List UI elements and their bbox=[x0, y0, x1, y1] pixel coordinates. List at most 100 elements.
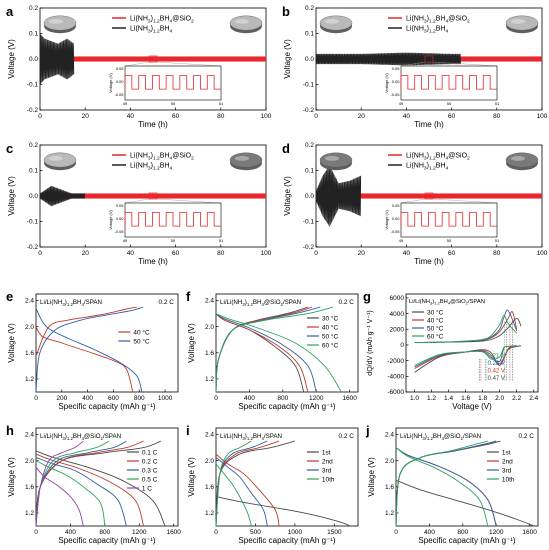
y-axis-label: Voltage (V) bbox=[7, 176, 16, 216]
x-tick-label: 1200 bbox=[132, 529, 147, 536]
zoom-connector bbox=[400, 198, 426, 204]
panel-letter: g bbox=[363, 289, 371, 304]
rate-label: 0.2 C bbox=[518, 433, 534, 440]
y-tick-label: 1.2 bbox=[205, 510, 214, 517]
series-li bbox=[39, 33, 75, 85]
x-tick-label: 800 bbox=[457, 529, 468, 536]
y-tick-label: 0.1 bbox=[305, 168, 314, 175]
x-tick-label: 40 bbox=[403, 250, 411, 257]
x-tick-label: 80 bbox=[493, 250, 501, 257]
x-tick-label: 500 bbox=[250, 529, 261, 536]
series-charge bbox=[215, 440, 252, 527]
x-axis-label: Specific capacity (mAh g⁻¹) bbox=[238, 402, 335, 411]
x-axis-label: Time (h) bbox=[138, 257, 168, 266]
cell-label: Li/Li(NH3)1.2BH4@SiO2/SPAN bbox=[409, 299, 485, 306]
polarization-annotation: 0.21 V bbox=[488, 354, 505, 360]
x-axis-label: Time (h) bbox=[414, 120, 444, 129]
inset-y-label: Voltage (V) bbox=[384, 72, 389, 92]
series-discharge bbox=[395, 479, 534, 527]
series-li bbox=[315, 165, 362, 227]
x-tick-label: 100 bbox=[537, 250, 548, 257]
y-tick-label: 2.4 bbox=[205, 298, 214, 305]
y-tick-label: 0.2 bbox=[305, 5, 314, 12]
plot-frame bbox=[35, 427, 179, 527]
y-tick-label: -6000 bbox=[387, 389, 404, 396]
legend-label: Li(NH3)1.2BH4 bbox=[130, 163, 173, 172]
inset-x-tick-label: 50 bbox=[447, 238, 452, 243]
series-discharge bbox=[35, 450, 166, 527]
x-tick-label: 1600 bbox=[342, 395, 357, 402]
panel-i: i 0 500 1000 1500 1.2 1.6 2.0 2.4 Specific capaci… bbox=[186, 423, 359, 545]
legend-label: 40 °C bbox=[133, 329, 150, 337]
rate-label: 0.2 C bbox=[158, 299, 174, 306]
inset-y-label: Voltage (V) bbox=[108, 72, 113, 92]
y-tick-label: 0.0 bbox=[29, 193, 38, 200]
x-tick-label: 1500 bbox=[327, 529, 342, 536]
coin-image-left-highlight bbox=[324, 19, 340, 24]
panel-letter: a bbox=[6, 4, 14, 19]
legend-label: 2nd bbox=[322, 459, 333, 466]
y-axis-label: Voltage (V) bbox=[187, 457, 196, 497]
y-axis-label: Voltage (V) bbox=[367, 457, 376, 497]
y-tick-label: -0.1 bbox=[27, 82, 39, 89]
x-tick-label: 1000 bbox=[158, 395, 173, 402]
series-discharge bbox=[215, 313, 305, 393]
x-tick-label: 20 bbox=[82, 250, 90, 257]
y-tick-label: 1.2 bbox=[385, 510, 394, 517]
x-tick-label: 0 bbox=[38, 113, 42, 120]
legend-label: Li(NH3)1.2BH4@SiO2 bbox=[406, 16, 470, 25]
coin-image-right bbox=[229, 15, 263, 31]
y-tick-label: 2000 bbox=[390, 326, 405, 333]
inset-x-tick-label: 50 bbox=[447, 101, 452, 106]
x-tick-label: 40 bbox=[403, 113, 411, 120]
legend-label: Li(NH3)1.2BH4@SiO2 bbox=[406, 153, 470, 162]
panel-d: d 0 20 40 60 80 100 0.2 0.1 0.0 -0.1 -0.2 Time (h) Vo… bbox=[282, 141, 548, 266]
y-tick-label: 2.0 bbox=[385, 458, 394, 465]
y-tick-label: 1.2 bbox=[25, 376, 34, 383]
inset-series bbox=[124, 212, 221, 227]
y-axis-label: Voltage (V) bbox=[7, 457, 16, 497]
panel-h: h 0 400 800 1200 1600 1.2 1.6 2.0 2.4 Specific cap… bbox=[6, 423, 181, 545]
cell-label: Li/Li(NH3)1.2BH4@SiO2/SPAN bbox=[40, 433, 121, 441]
cell-label: Li/Li(NH3)1.2BH4/SPAN bbox=[220, 433, 282, 441]
inset-y-tick-label: 0.00 bbox=[392, 216, 401, 221]
legend-label: 60 °C bbox=[322, 342, 339, 350]
x-tick-label: 800 bbox=[134, 395, 145, 402]
panel-letter: f bbox=[186, 289, 191, 304]
inset-y-label: Voltage (V) bbox=[108, 209, 113, 229]
y-tick-label: 1.6 bbox=[385, 484, 394, 491]
x-axis-label: Specific capacity (mAh g⁻¹) bbox=[418, 536, 515, 545]
x-tick-label: 60 bbox=[172, 250, 180, 257]
legend-label: 1 C bbox=[142, 486, 152, 493]
series-li-sio2 bbox=[40, 56, 266, 62]
inset-zoom: 0.05 0.00 -0.05 49 50 51 Voltage (V) bbox=[384, 192, 500, 243]
series-discharge bbox=[215, 313, 317, 393]
series-charge bbox=[215, 440, 268, 527]
legend-label: 2nd bbox=[502, 459, 513, 466]
x-tick-label: 1.8 bbox=[478, 395, 487, 402]
plot-frame bbox=[405, 293, 539, 393]
y-tick-label: 0.2 bbox=[29, 142, 38, 149]
zoom-box bbox=[424, 55, 434, 63]
legend-label: 40 °C bbox=[427, 317, 444, 325]
inset-y-tick-label: 0.05 bbox=[392, 203, 401, 208]
y-tick-label: -0.2 bbox=[27, 244, 39, 251]
rate-label: 0.2 C bbox=[338, 433, 354, 440]
plot-frame bbox=[215, 293, 359, 393]
y-axis-label: dQ/dV (mAh g⁻¹ V⁻¹) bbox=[367, 310, 374, 375]
inset-x-tick-label: 50 bbox=[171, 101, 176, 106]
panel-letter: c bbox=[6, 141, 13, 156]
x-tick-label: 1200 bbox=[309, 395, 324, 402]
y-tick-label: 4000 bbox=[390, 311, 405, 318]
inset-y-tick-label: -0.05 bbox=[114, 92, 124, 97]
y-axis-label: Voltage (V) bbox=[283, 176, 292, 216]
legend-label: 30 °C bbox=[322, 315, 339, 323]
y-tick-label: -0.1 bbox=[27, 219, 39, 226]
panel-letter: j bbox=[365, 423, 370, 438]
cell-label: Li/Li(NH3)1.2BH4@SiO2/SPAN bbox=[220, 299, 301, 307]
legend-label: 0.2 C bbox=[142, 459, 158, 466]
series-li-sio2 bbox=[316, 193, 542, 199]
y-tick-label: 1.2 bbox=[205, 376, 214, 383]
inset-x-tick-label: 51 bbox=[219, 238, 224, 243]
y-tick-label: 1.6 bbox=[205, 350, 214, 357]
